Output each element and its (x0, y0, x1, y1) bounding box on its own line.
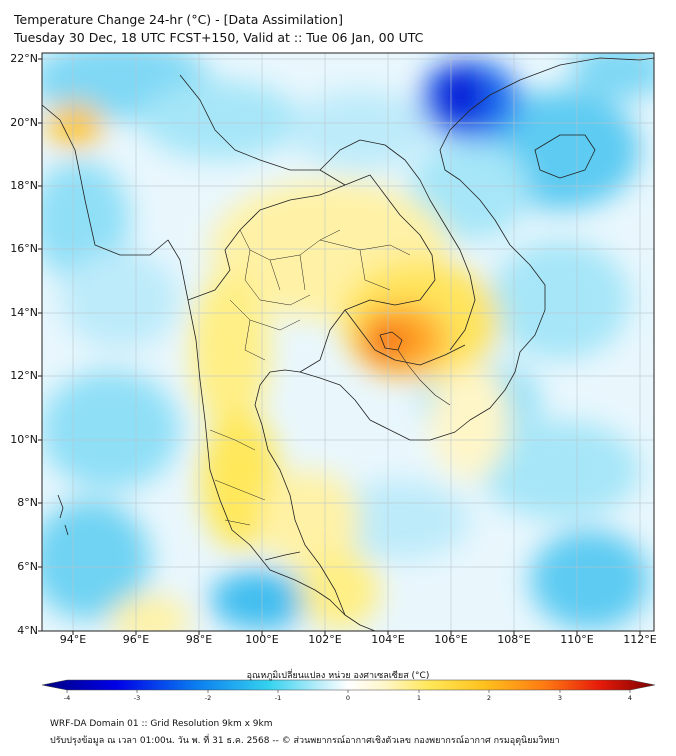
andaman-islands (57, 494, 69, 536)
field-cool-zone (530, 530, 650, 630)
lon-label: 112°E (623, 633, 657, 646)
colorbar-tick-label: -4 (63, 694, 71, 702)
field-warm-zone (47, 103, 103, 147)
field-cool-zone (140, 80, 300, 160)
chart-subtitle: Tuesday 30 Dec, 18 UTC FCST+150, Valid a… (14, 30, 424, 45)
field-cool-zone (290, 90, 430, 170)
lon-label: 100°E (245, 633, 279, 646)
colorbar-tick-label: 1 (416, 694, 422, 702)
field-cool-zone (42, 500, 150, 620)
field-cool-zone (480, 420, 640, 520)
map-frame (41, 52, 655, 632)
colorbar-tick-label: -2 (204, 694, 212, 702)
axis-ticks (38, 58, 641, 635)
mainland-coastline (42, 104, 376, 631)
cambodia-border (344, 309, 466, 366)
lon-label: 98°E (185, 633, 213, 646)
colorbar-tick-label: -3 (133, 694, 141, 702)
graticule (42, 53, 654, 631)
field-warm-zone (260, 470, 360, 570)
lat-label: 20°N (10, 116, 38, 129)
lat-label: 4°N (17, 624, 38, 637)
field-warm-zone (200, 410, 280, 550)
coastlines-borders (42, 57, 654, 631)
chart-title: Temperature Change 24-hr (°C) - [Data As… (14, 12, 343, 27)
lat-label: 22°N (10, 52, 38, 65)
east-coast-peninsula (254, 57, 654, 616)
lat-label: 14°N (10, 306, 38, 319)
mekong-river (397, 349, 451, 406)
footer-model-info: WRF-DA Domain 01 :: Grid Resolution 9km … (50, 719, 273, 729)
field-cool-zone (60, 250, 180, 350)
colorbar-tick-label: 3 (557, 694, 563, 702)
lon-label: 102°E (308, 633, 342, 646)
lat-label: 6°N (17, 560, 38, 573)
thailand-border (187, 174, 436, 373)
field-cold-core (434, 65, 486, 125)
colorbar-tick-label: 4 (627, 694, 633, 702)
field-cool-zone (330, 480, 470, 560)
colorbar-tick-label: 2 (486, 694, 492, 702)
malaysia-border (264, 551, 301, 561)
colorbar-tick-label: -1 (274, 694, 282, 702)
laos-vietnam-border (319, 139, 476, 351)
field-cool-zone (42, 370, 180, 490)
hainan-island (534, 134, 596, 179)
footer-update-credit: ปรับปรุงข้อมูล ณ เวลา 01:00น. วัน พ. ที่… (50, 736, 560, 746)
tonle-sap-lake (379, 331, 403, 351)
lat-label: 16°N (10, 242, 38, 255)
lat-label: 8°N (17, 496, 38, 509)
colorbar-tick-label: 0 (345, 694, 351, 702)
lat-label: 18°N (10, 179, 38, 192)
lon-label: 94°E (59, 633, 87, 646)
lon-label: 108°E (497, 633, 531, 646)
colorbar-label: อุณหภูมิเปลี่ยนแปลง หน่วย องศาเซลเซียส (… (246, 671, 430, 681)
lon-label: 106°E (434, 633, 468, 646)
field-warm-zone (300, 550, 380, 630)
field-cool-zone (210, 570, 310, 630)
lon-label: 110°E (560, 633, 594, 646)
field-warm-zone (110, 595, 190, 631)
field-cool-zone (570, 53, 654, 100)
lat-label: 12°N (10, 369, 38, 382)
lon-label: 104°E (371, 633, 405, 646)
lat-label: 10°N (10, 433, 38, 446)
colorbar-ticks (66, 690, 631, 693)
field-cool-zone (490, 240, 630, 360)
myanmar-border (179, 74, 346, 186)
field-warm-zone (190, 270, 270, 430)
lon-label: 96°E (122, 633, 150, 646)
province-lines (209, 229, 411, 526)
